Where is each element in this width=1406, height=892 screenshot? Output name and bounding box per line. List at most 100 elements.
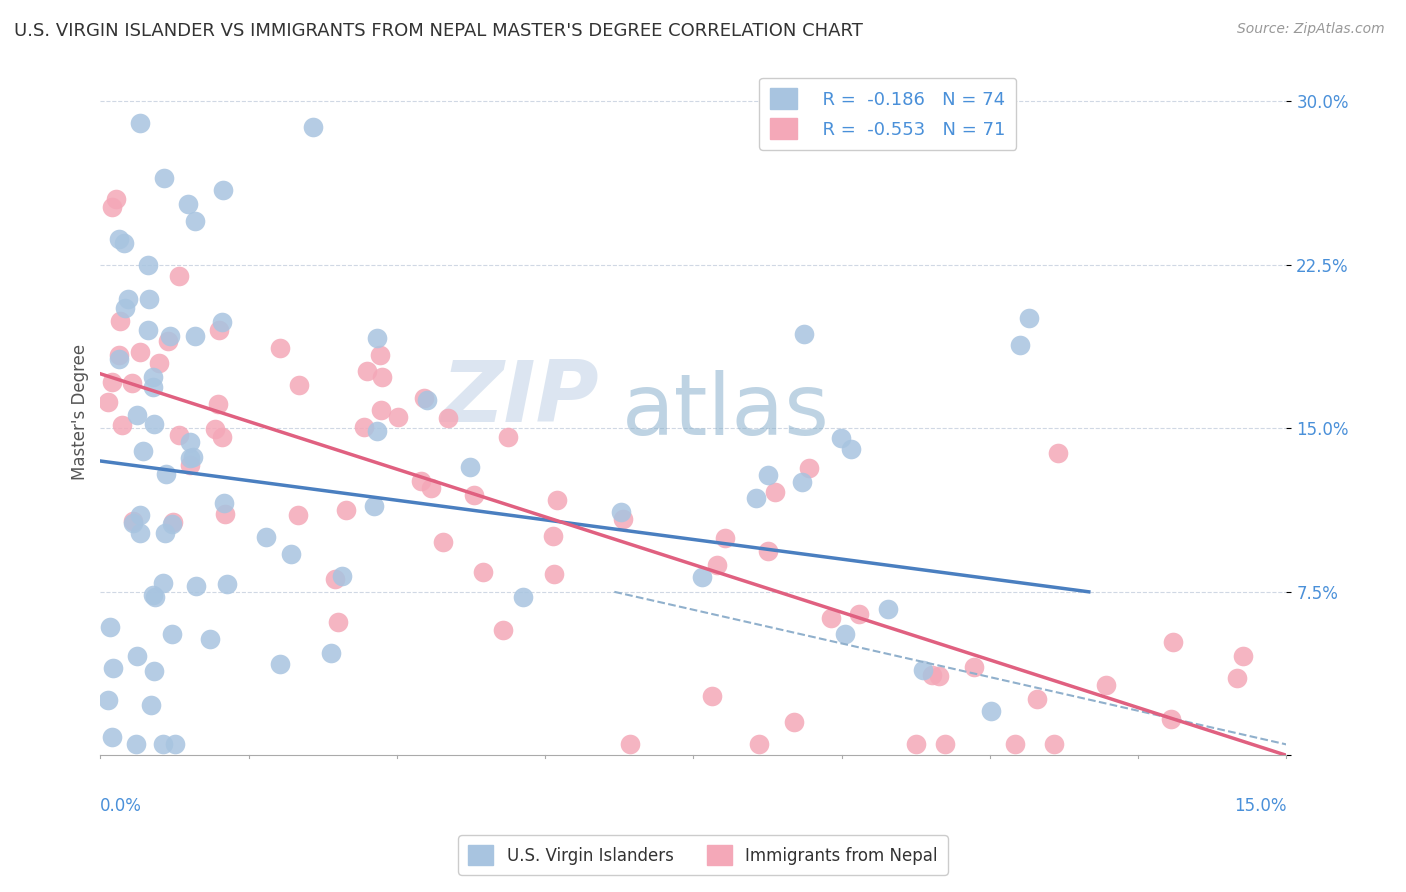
Point — [793, 327, 815, 342]
Point — [413, 391, 436, 405]
Point — [125, 738, 148, 752]
Point — [132, 444, 155, 458]
Point — [198, 632, 221, 647]
Point — [214, 496, 236, 510]
Point — [799, 460, 821, 475]
Point — [432, 535, 454, 549]
Point — [330, 569, 353, 583]
Point — [98, 619, 121, 633]
Point — [1008, 338, 1031, 352]
Point — [353, 419, 375, 434]
Point — [101, 200, 124, 214]
Point — [141, 698, 163, 712]
Point — [370, 403, 392, 417]
Point — [211, 315, 233, 329]
Point — [184, 579, 207, 593]
Point — [541, 529, 564, 543]
Point — [136, 323, 159, 337]
Point — [127, 648, 149, 663]
Point — [366, 425, 388, 439]
Point — [706, 558, 728, 572]
Point — [97, 693, 120, 707]
Point — [368, 348, 391, 362]
Point — [101, 660, 124, 674]
Point — [934, 738, 956, 752]
Point — [204, 422, 226, 436]
Point — [437, 411, 460, 425]
Point — [142, 369, 165, 384]
Point — [269, 341, 291, 355]
Point — [612, 512, 634, 526]
Point — [1026, 691, 1049, 706]
Point — [141, 589, 163, 603]
Point — [911, 663, 934, 677]
Point — [122, 514, 145, 528]
Point — [181, 450, 204, 464]
Point — [142, 380, 165, 394]
Point — [107, 352, 129, 367]
Point — [763, 484, 786, 499]
Point — [287, 508, 309, 522]
Point — [492, 624, 515, 638]
Point — [387, 409, 409, 424]
Point — [179, 458, 201, 472]
Point — [1161, 635, 1184, 649]
Point — [928, 669, 950, 683]
Point — [921, 668, 943, 682]
Point — [546, 492, 568, 507]
Point — [335, 503, 357, 517]
Point — [143, 664, 166, 678]
Point — [165, 738, 187, 752]
Point — [830, 432, 852, 446]
Point — [136, 258, 159, 272]
Point — [125, 409, 148, 423]
Point — [512, 590, 534, 604]
Point — [1232, 648, 1254, 663]
Point — [543, 567, 565, 582]
Point — [790, 475, 813, 489]
Text: Source: ZipAtlas.com: Source: ZipAtlas.com — [1237, 22, 1385, 37]
Point — [148, 356, 170, 370]
Point — [980, 705, 1002, 719]
Point — [460, 460, 482, 475]
Point — [114, 301, 136, 315]
Point — [110, 418, 132, 433]
Point — [105, 192, 128, 206]
Point — [211, 183, 233, 197]
Point — [409, 474, 432, 488]
Point — [214, 507, 236, 521]
Legend:   R =  -0.186   N = 74,   R =  -0.553   N = 71: R = -0.186 N = 74, R = -0.553 N = 71 — [759, 78, 1017, 150]
Y-axis label: Master's Degree: Master's Degree — [72, 344, 89, 480]
Point — [153, 525, 176, 540]
Point — [323, 573, 346, 587]
Point — [471, 565, 494, 579]
Point — [834, 627, 856, 641]
Point — [419, 481, 441, 495]
Point — [783, 714, 806, 729]
Point — [1095, 677, 1118, 691]
Text: ZIP: ZIP — [441, 357, 599, 440]
Text: 0.0%: 0.0% — [100, 797, 142, 814]
Point — [363, 499, 385, 513]
Point — [162, 516, 184, 530]
Point — [157, 334, 180, 349]
Point — [256, 530, 278, 544]
Point — [162, 517, 184, 532]
Point — [319, 646, 342, 660]
Point — [152, 576, 174, 591]
Point — [416, 393, 439, 408]
Point — [714, 531, 737, 545]
Point — [108, 313, 131, 327]
Point — [155, 467, 177, 482]
Point — [129, 508, 152, 523]
Point — [128, 345, 150, 359]
Point — [269, 657, 291, 671]
Point — [97, 394, 120, 409]
Point — [820, 610, 842, 624]
Point — [129, 526, 152, 541]
Point — [756, 543, 779, 558]
Point — [211, 430, 233, 444]
Text: atlas: atlas — [623, 370, 831, 453]
Point — [1043, 738, 1066, 752]
Point — [839, 442, 862, 456]
